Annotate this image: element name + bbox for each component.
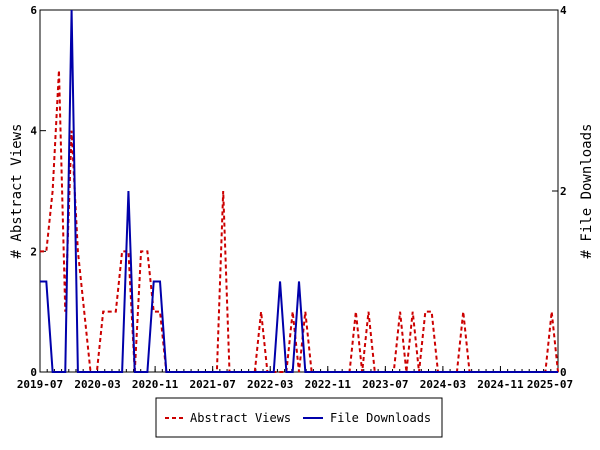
x-tick-label: 2023-07 bbox=[362, 378, 408, 391]
x-tick-label: 2019-07 bbox=[17, 378, 63, 391]
left-tick-label: 6 bbox=[30, 4, 37, 17]
x-tick-label: 2022-03 bbox=[247, 378, 293, 391]
x-tick-label: 2024-11 bbox=[477, 378, 524, 391]
x-axis-ticks: 2019-07 2020-03 2020-11 2021-07 2022-03 2022-… bbox=[17, 366, 573, 391]
right-tick-label: 4 bbox=[560, 4, 567, 17]
x-tick-label: 2025-07 bbox=[527, 378, 573, 391]
x-tick-label: 2022-11 bbox=[305, 378, 352, 391]
series-layer bbox=[40, 9, 559, 373]
x-tick-label: 2021-07 bbox=[189, 378, 235, 391]
right-axis-title: # File Downloads bbox=[579, 124, 595, 259]
right-tick-label: 0 bbox=[560, 366, 567, 379]
x-tick-label: 2024-03 bbox=[420, 378, 466, 391]
plot-frame bbox=[39, 9, 559, 373]
left-axis-ticks: 0 2 4 6 bbox=[30, 4, 46, 379]
left-tick-label: 4 bbox=[30, 125, 37, 138]
series-line-file-downloads bbox=[40, 9, 558, 373]
right-tick-label: 2 bbox=[560, 185, 567, 198]
legend-label-file-downloads: File Downloads bbox=[330, 411, 431, 425]
x-tick-label: 2020-03 bbox=[74, 378, 120, 391]
left-tick-label: 2 bbox=[30, 245, 37, 258]
left-axis-title: # Abstract Views bbox=[9, 124, 25, 259]
legend-box bbox=[155, 397, 443, 438]
left-tick-label: 0 bbox=[30, 366, 37, 379]
legend-label-abstract-views: Abstract Views bbox=[190, 411, 291, 425]
legend: Abstract Views File Downloads bbox=[155, 397, 443, 438]
x-tick-label: 2020-11 bbox=[132, 378, 179, 391]
